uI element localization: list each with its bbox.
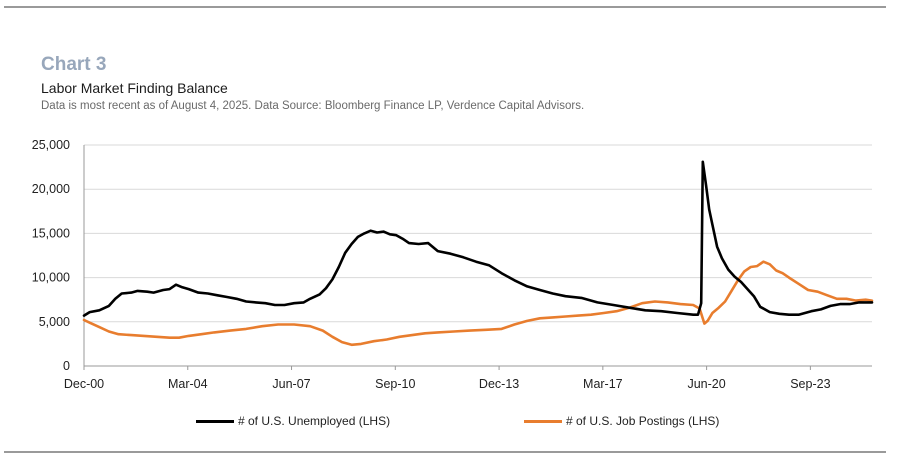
series-line-unemployed: [82, 160, 874, 317]
bottom-rule: [4, 451, 886, 453]
legend-unemployed: # of U.S. Unemployed (LHS): [196, 414, 390, 428]
x-tick-label-0: Dec-00: [64, 377, 104, 391]
x-tick-label-7: Sep-23: [790, 377, 830, 391]
chart-subtitle: Data is most recent as of August 4, 2025…: [41, 100, 585, 112]
legend-label-postings: # of U.S. Job Postings (LHS): [566, 414, 720, 428]
y-tick-label-3: 15,000: [32, 226, 70, 240]
x-tick-label-3: Sep-10: [375, 377, 415, 391]
chart-title: Labor Market Finding Balance: [41, 80, 228, 96]
legend-postings: # of U.S. Job Postings (LHS): [524, 414, 719, 428]
legend-swatch-unemployed: [196, 419, 234, 423]
legend-label-unemployed: # of U.S. Unemployed (LHS): [238, 414, 391, 428]
top-rule: [4, 6, 886, 8]
y-tick-label-5: 25,000: [32, 138, 70, 152]
series-line-postings: [82, 260, 874, 347]
x-tick-label-1: Mar-04: [168, 377, 208, 391]
x-tick-label-5: Mar-17: [583, 377, 623, 391]
x-tick-label-2: Jun-07: [272, 377, 310, 391]
x-tick-label-4: Dec-13: [479, 377, 519, 391]
y-tick-label-4: 20,000: [32, 182, 70, 196]
chart-number: Chart 3: [41, 54, 107, 75]
legend-swatch-postings: [524, 419, 562, 423]
y-tick-label-1: 5,000: [39, 315, 70, 329]
x-tick-label-6: Jun-20: [687, 377, 725, 391]
y-tick-label-0: 0: [63, 359, 70, 373]
y-tick-label-2: 10,000: [32, 271, 70, 285]
